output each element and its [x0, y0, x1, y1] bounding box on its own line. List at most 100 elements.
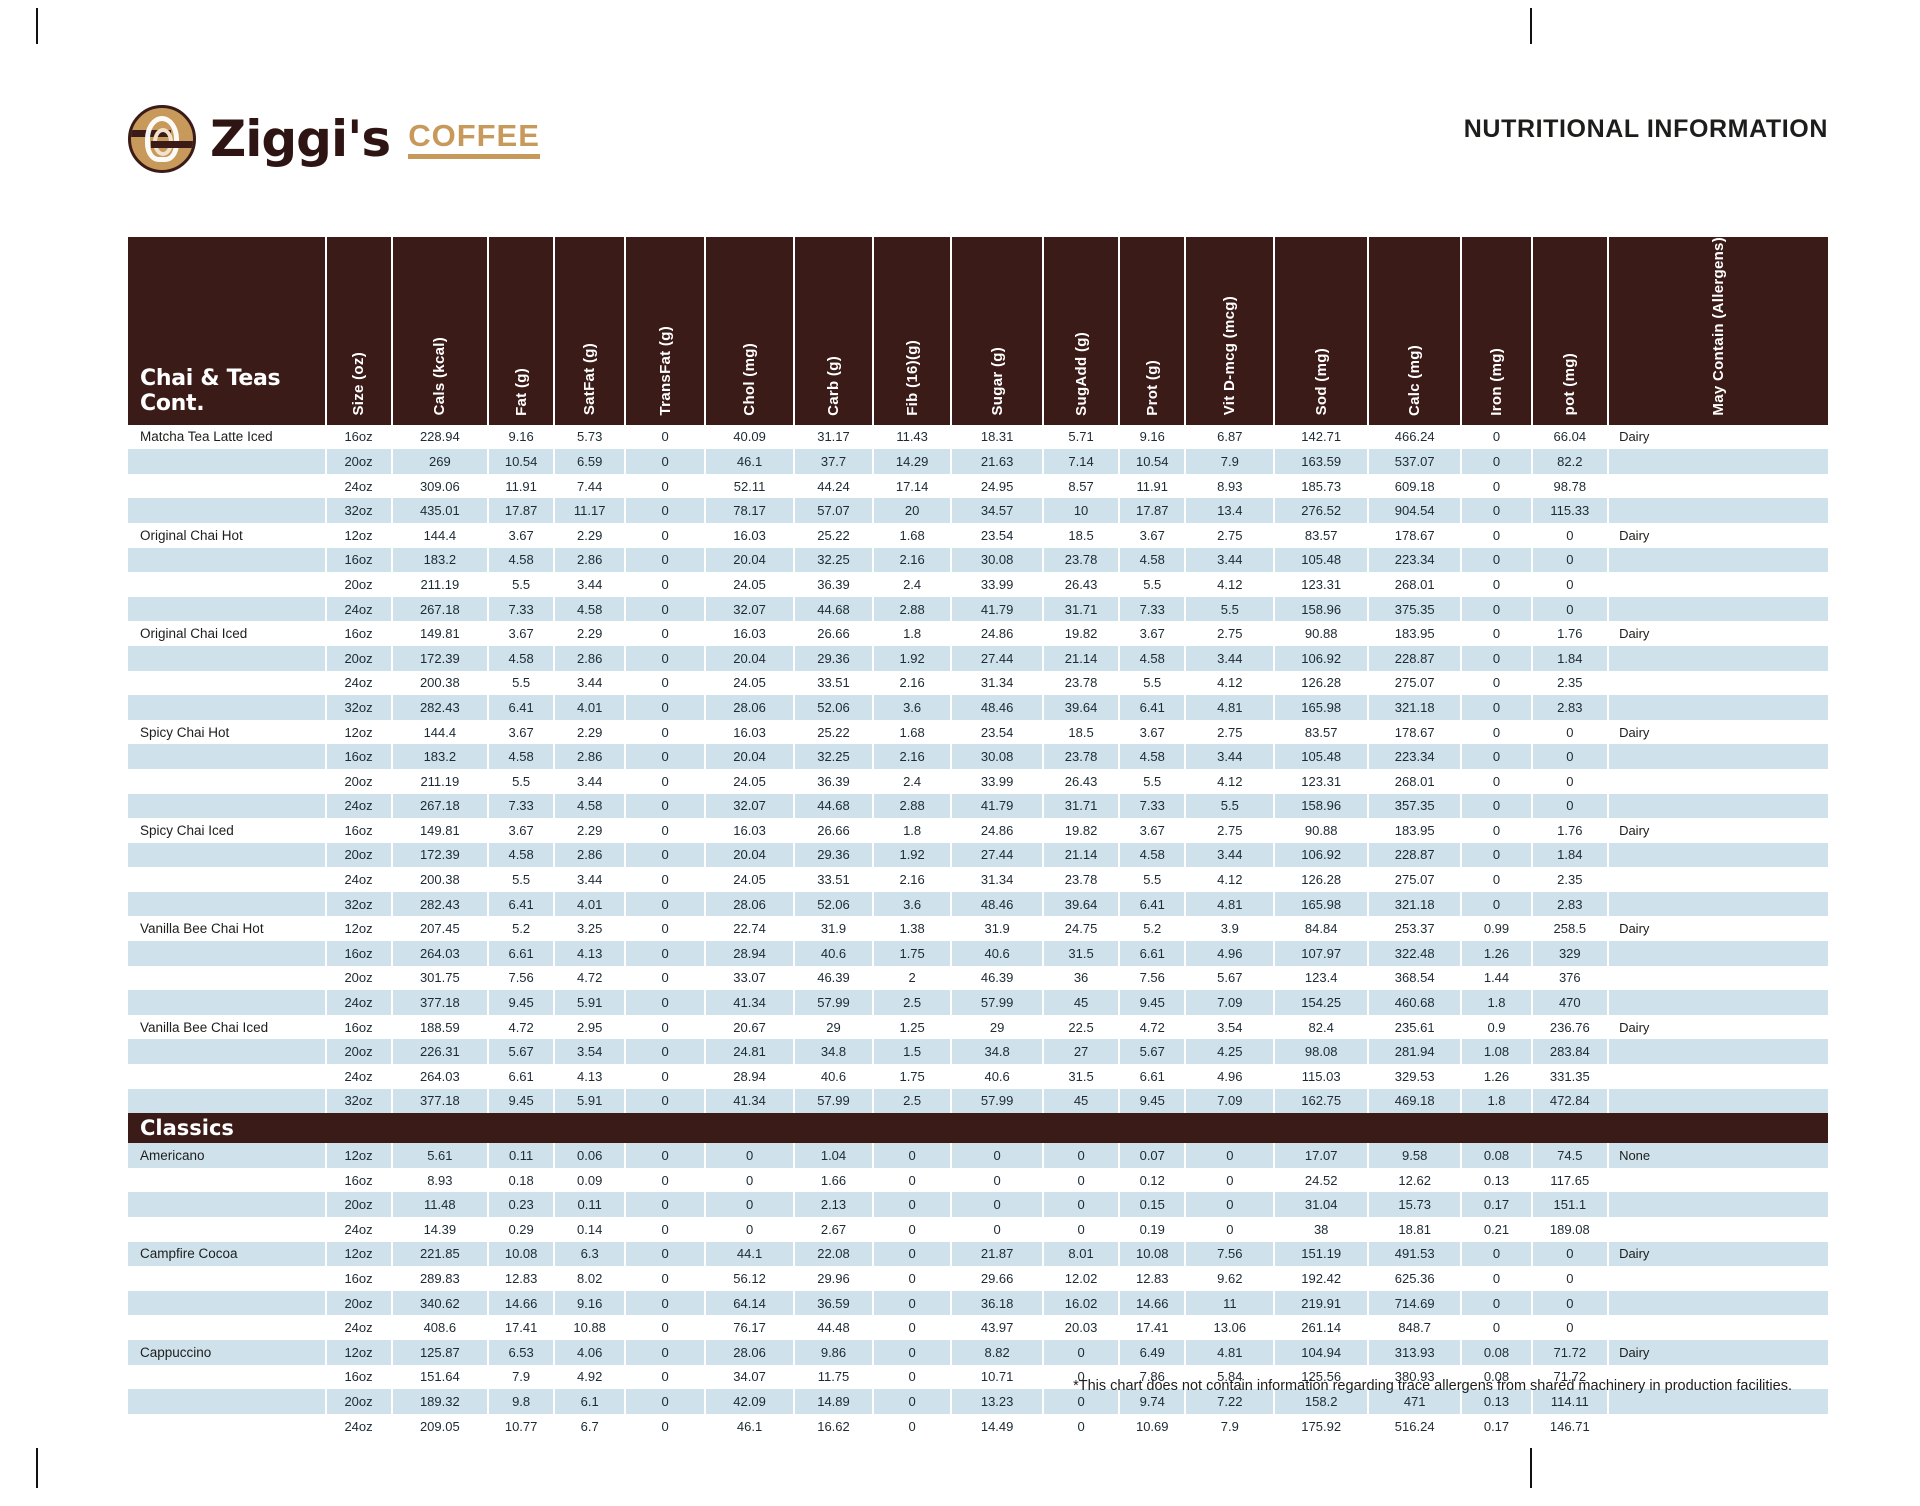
row-allergens: [1608, 793, 1828, 819]
cell-5: 56.12: [704, 1266, 796, 1291]
cell-14: 0: [1461, 670, 1533, 696]
cell-0: 16oz: [325, 744, 393, 769]
cell-6: 57.99: [794, 1088, 874, 1114]
cell-4: 0: [625, 719, 706, 745]
row-allergens: None: [1608, 1143, 1828, 1168]
cell-13: 321.18: [1367, 891, 1463, 917]
cell-2: 0.11: [488, 1143, 556, 1168]
cell-6: 25.22: [794, 522, 874, 548]
cell-3: 10.88: [554, 1315, 627, 1340]
cell-8: 57.99: [951, 1088, 1044, 1114]
cell-3: 0.14: [554, 1217, 627, 1242]
cell-9: 23.78: [1042, 867, 1121, 892]
cell-2: 7.33: [488, 793, 556, 819]
cell-8: 40.6: [951, 941, 1044, 966]
table-row: 16oz 183.2 4.58 2.86 0 20.04 32.25 2.16 30.08 23.…: [128, 547, 1828, 573]
cell-13: 368.54: [1367, 965, 1463, 991]
cell-8: 24.86: [951, 818, 1044, 843]
cell-9: 19.82: [1042, 621, 1121, 646]
cell-6: 57.99: [794, 990, 874, 1015]
cell-12: 98.08: [1274, 1039, 1369, 1065]
cell-3: 2.86: [554, 744, 627, 769]
cell-8: 31.34: [951, 670, 1044, 696]
cell-14: 0: [1461, 719, 1533, 745]
cell-9: 0: [1042, 1389, 1121, 1414]
cell-7: 0: [872, 1143, 953, 1168]
cell-14: 0: [1461, 596, 1533, 622]
cell-0: 24oz: [325, 1064, 393, 1089]
cell-5: 28.06: [704, 891, 796, 917]
cell-14: 0: [1461, 522, 1533, 548]
cell-0: 24oz: [325, 793, 393, 819]
row-allergens: Dairy: [1608, 1241, 1828, 1267]
cell-5: 78.17: [704, 498, 796, 523]
cell-1: 289.83: [391, 1266, 490, 1291]
cell-8: 41.79: [951, 793, 1044, 819]
cell-14: 0: [1461, 1290, 1533, 1316]
cell-0: 20oz: [325, 1039, 393, 1065]
cell-15: 0: [1531, 744, 1610, 769]
cell-1: 309.06: [391, 473, 490, 499]
cell-7: 2.88: [872, 793, 953, 819]
cell-2: 4.58: [488, 744, 556, 769]
cell-12: 115.03: [1274, 1064, 1369, 1089]
cell-14: 1.44: [1461, 965, 1533, 991]
cell-7: 20: [872, 498, 953, 523]
cell-11: 3.44: [1185, 842, 1276, 868]
row-allergens: [1608, 695, 1828, 720]
cell-14: 0: [1461, 867, 1533, 892]
cell-4: 0: [625, 1217, 706, 1242]
table-row: 32oz 282.43 6.41 4.01 0 28.06 52.06 3.6 48.46 39.…: [128, 891, 1828, 917]
cell-6: 44.68: [794, 793, 874, 819]
cell-9: 20.03: [1042, 1315, 1121, 1340]
cell-12: 84.84: [1274, 916, 1369, 942]
cell-11: 4.81: [1185, 891, 1276, 917]
cell-9: 27: [1042, 1039, 1121, 1065]
cell-10: 9.16: [1119, 424, 1187, 450]
cell-2: 3.67: [488, 522, 556, 548]
row-item-name: [128, 1364, 327, 1390]
cell-10: 10.69: [1119, 1413, 1187, 1439]
cell-7: 0: [872, 1266, 953, 1291]
table-row: 24oz 200.38 5.5 3.44 0 24.05 33.51 2.16 31.34 23.…: [128, 670, 1828, 696]
cell-2: 4.58: [488, 645, 556, 671]
row-item-name: [128, 645, 327, 671]
cell-12: 123.4: [1274, 965, 1369, 991]
table-row: Spicy Chai Hot 12oz 144.4 3.67 2.29 0 16.03 25.…: [128, 719, 1828, 745]
cell-7: 0: [872, 1389, 953, 1414]
cell-9: 19.82: [1042, 818, 1121, 843]
cell-6: 46.39: [794, 965, 874, 991]
cell-5: 16.03: [704, 522, 796, 548]
cell-12: 125.56: [1274, 1364, 1369, 1390]
cell-11: 4.12: [1185, 572, 1276, 597]
cell-15: 189.08: [1531, 1217, 1610, 1242]
cell-1: 183.2: [391, 547, 490, 573]
cell-6: 1.04: [794, 1143, 874, 1168]
cell-5: 76.17: [704, 1315, 796, 1340]
cell-4: 0: [625, 1339, 706, 1365]
row-item-name: [128, 473, 327, 499]
cell-9: 10: [1042, 498, 1121, 523]
cell-9: 31.71: [1042, 596, 1121, 622]
cell-9: 8.57: [1042, 473, 1121, 499]
cell-14: 0.17: [1461, 1192, 1533, 1217]
row-allergens: Dairy: [1608, 818, 1828, 843]
cell-0: 20oz: [325, 645, 393, 671]
cell-9: 18.5: [1042, 719, 1121, 745]
row-item-name: [128, 572, 327, 597]
cell-15: 472.84: [1531, 1088, 1610, 1114]
cell-9: 21.14: [1042, 645, 1121, 671]
cell-11: 5.5: [1185, 793, 1276, 819]
cell-14: 1.8: [1461, 1088, 1533, 1114]
cell-0: 16oz: [325, 424, 393, 450]
cell-11: 4.12: [1185, 867, 1276, 892]
cell-12: 24.52: [1274, 1167, 1369, 1193]
cell-1: 207.45: [391, 916, 490, 942]
cell-11: 7.9: [1185, 1413, 1276, 1439]
cell-12: 123.31: [1274, 572, 1369, 597]
cell-0: 24oz: [325, 1413, 393, 1439]
row-allergens: [1608, 1315, 1828, 1340]
row-item-name: Original Chai Hot: [128, 522, 327, 548]
col-header-potassium: pot (mg): [1531, 237, 1610, 425]
cell-2: 6.41: [488, 695, 556, 720]
